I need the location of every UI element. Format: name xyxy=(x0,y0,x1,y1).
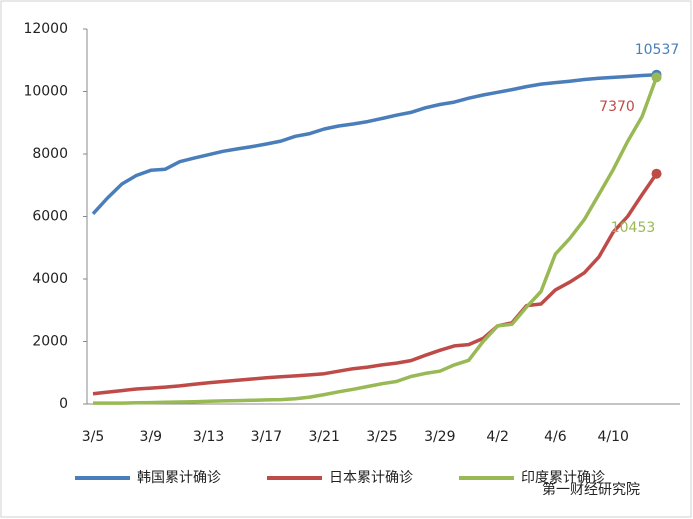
y-tick-label: 6000 xyxy=(32,209,68,225)
x-tick-label: 3/17 xyxy=(251,429,282,445)
y-tick-label: 2000 xyxy=(32,334,68,350)
watermark: 第一财经研究院 xyxy=(542,481,640,498)
legend-label: 韩国累计确诊 xyxy=(137,470,221,486)
y-tick-label: 0 xyxy=(59,396,68,412)
x-tick-label: 3/5 xyxy=(82,429,105,445)
series-line xyxy=(91,72,657,215)
data-label: 10537 xyxy=(635,42,680,58)
x-tick-label: 3/25 xyxy=(366,429,397,445)
end-point xyxy=(651,168,662,179)
legend-label: 印度累计确诊 xyxy=(521,470,605,486)
x-tick-label: 3/29 xyxy=(424,429,455,445)
data-label: 7370 xyxy=(599,99,635,115)
series-line xyxy=(92,172,658,396)
y-tick-label: 4000 xyxy=(32,271,68,287)
x-tick-label: 4/2 xyxy=(486,429,509,445)
x-tick-label: 3/13 xyxy=(193,429,224,445)
y-tick-label: 12000 xyxy=(23,21,68,37)
end-point xyxy=(651,72,662,83)
x-tick-label: 4/10 xyxy=(597,429,628,445)
series-line xyxy=(93,76,659,405)
x-tick-label: 3/9 xyxy=(140,429,163,445)
legend-label: 日本累计确诊 xyxy=(329,470,413,486)
x-tick-label: 3/21 xyxy=(308,429,339,445)
y-tick-label: 10000 xyxy=(23,84,68,100)
y-tick-label: 8000 xyxy=(32,146,68,162)
data-label: 10453 xyxy=(611,220,656,236)
x-tick-label: 4/6 xyxy=(544,429,567,445)
